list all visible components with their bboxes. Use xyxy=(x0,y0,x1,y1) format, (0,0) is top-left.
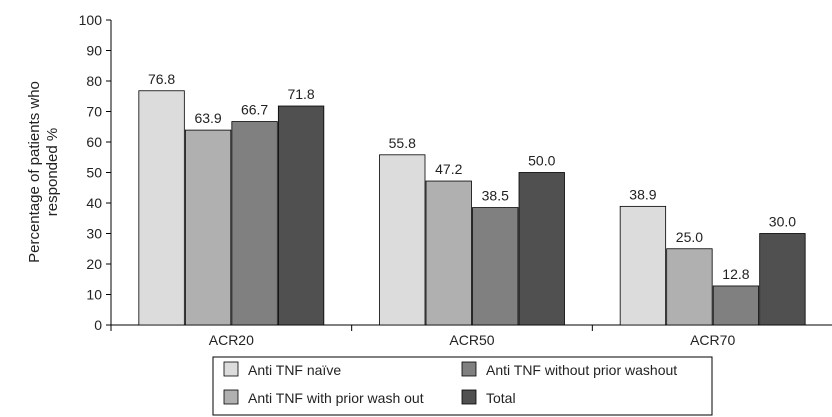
y-tick-label: 90 xyxy=(86,43,102,59)
y-axis-label-line: responded % xyxy=(44,128,61,216)
bar xyxy=(472,207,519,326)
legend-entry-label: Anti TNF with prior wash out xyxy=(248,390,424,406)
bar-value-label: 50.0 xyxy=(528,153,555,169)
bar-value-label: 25.0 xyxy=(676,229,703,245)
bar-value-label: 30.0 xyxy=(769,214,796,230)
bar xyxy=(666,248,713,326)
y-tick-label: 10 xyxy=(86,287,102,303)
category-labels: ACR20 ACR50 ACR70 xyxy=(110,325,735,348)
legend-entry-label: Anti TNF naïve xyxy=(248,362,341,378)
bar-value-label: 47.2 xyxy=(435,161,462,177)
bar-value-label: 12.8 xyxy=(722,266,749,282)
legend-swatch xyxy=(461,361,477,377)
bar xyxy=(518,172,565,326)
legend-swatch xyxy=(223,361,239,377)
legend-swatch xyxy=(223,389,239,405)
bar xyxy=(759,233,806,326)
y-tick-label: 100 xyxy=(79,12,103,28)
bar xyxy=(425,180,472,326)
category-label: ACR20 xyxy=(209,332,254,348)
bar xyxy=(138,90,185,326)
y-tick-label: 0 xyxy=(94,317,102,333)
y-tick-label: 40 xyxy=(86,195,102,211)
bar-value-label: 38.9 xyxy=(629,186,656,202)
bar-value-label: 55.8 xyxy=(389,135,416,151)
y-tick-label: 70 xyxy=(86,104,102,120)
y-axis-ticks: 0 10 20 30 40 50 60 70 80 90 100 xyxy=(79,12,111,333)
y-tick-label: 50 xyxy=(86,165,102,181)
y-tick-label: 60 xyxy=(86,134,102,150)
bar-value-label: 66.7 xyxy=(241,102,268,118)
bar-value-label: 38.5 xyxy=(482,188,509,204)
bar-value-label: 76.8 xyxy=(148,71,175,87)
bar-value-label: 71.8 xyxy=(287,86,314,102)
bar xyxy=(379,154,426,326)
bar xyxy=(231,121,278,326)
bar-value-label: 63.9 xyxy=(194,110,221,126)
bar xyxy=(277,105,325,326)
bar xyxy=(619,205,667,326)
bar xyxy=(184,129,232,326)
category-label: ACR50 xyxy=(449,332,494,348)
bars: 76.8 63.9 66.7 71.8 55.8 47.2 38.5 50.0 38.9 25.0… xyxy=(138,71,806,326)
y-tick-label: 80 xyxy=(86,73,102,89)
y-axis-title: Percentage of patients whoresponded % xyxy=(26,81,61,263)
y-tick-label: 30 xyxy=(86,226,102,242)
y-axis-label-line: Percentage of patients who xyxy=(26,81,43,263)
bar xyxy=(712,285,760,326)
legend-swatch xyxy=(461,389,477,405)
legend-entry-label: Total xyxy=(486,390,516,406)
legend: Anti TNF naïve Anti TNF without prior was… xyxy=(212,356,713,416)
y-axis-label: Percentage of patients whoresponded % xyxy=(26,81,61,263)
y-tick-label: 20 xyxy=(86,256,102,272)
legend-entry-label: Anti TNF without prior washout xyxy=(486,362,677,378)
category-label: ACR70 xyxy=(690,332,735,348)
